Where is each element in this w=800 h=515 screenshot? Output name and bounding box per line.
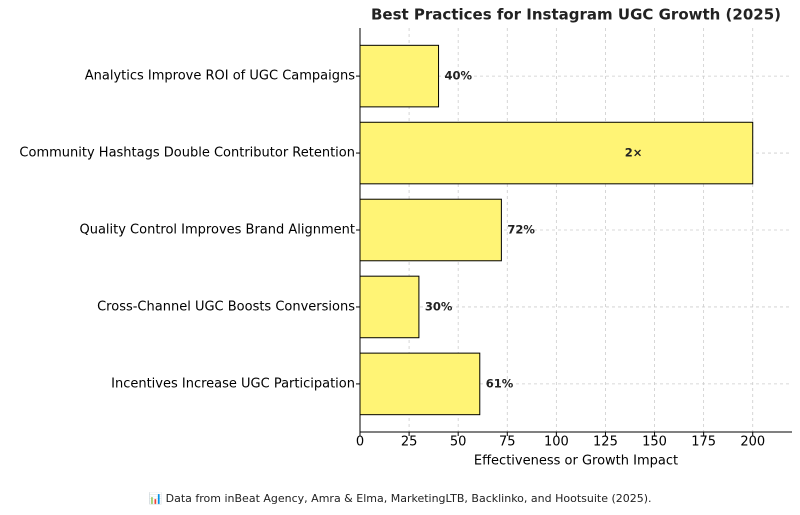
bar	[359, 198, 502, 262]
y-tick-label: Incentives Increase UGC Participation	[111, 376, 355, 391]
y-tick-label: Quality Control Improves Brand Alignment	[79, 223, 355, 238]
x-tick-label: 75	[499, 435, 516, 450]
bar	[359, 352, 481, 416]
x-tick-label: 25	[401, 435, 418, 450]
value-label: 40%	[445, 69, 473, 83]
x-tick-label: 100	[544, 435, 569, 450]
value-label: 30%	[425, 299, 453, 313]
chart-title: Best Practices for Instagram UGC Growth …	[371, 6, 781, 24]
value-label: 72%	[507, 223, 535, 237]
x-tick-label: 0	[356, 435, 364, 450]
bar	[359, 275, 420, 339]
value-label: 61%	[486, 376, 514, 390]
x-tick-label: 150	[642, 435, 667, 450]
bar	[359, 44, 440, 108]
bar	[359, 121, 754, 185]
x-tick-label: 50	[450, 435, 467, 450]
x-tick-label: 175	[691, 435, 716, 450]
y-tick-label: Analytics Improve ROI of UGC Campaigns	[85, 69, 355, 84]
value-label: 2×	[625, 146, 643, 160]
y-tick-label: Cross-Channel UGC Boosts Conversions	[97, 299, 355, 314]
x-tick-label: 200	[740, 435, 765, 450]
x-tick-label: 125	[593, 435, 618, 450]
y-tick-label: Community Hashtags Double Contributor Re…	[19, 146, 355, 161]
footnote: 📊 Data from inBeat Agency, Amra & Elma, …	[148, 492, 651, 505]
x-axis-label: Effectiveness or Growth Impact	[474, 454, 678, 469]
